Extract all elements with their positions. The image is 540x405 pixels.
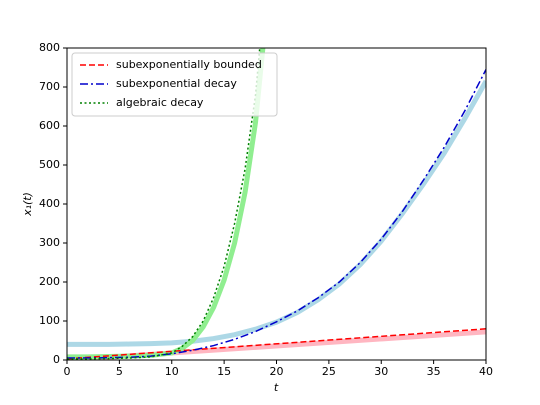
legend-box [71,52,278,117]
series-line [67,48,266,360]
x-tick-label: 30 [374,365,388,378]
x-tick-label: 15 [217,365,231,378]
series-line [67,328,486,360]
y-tick-label: 600 [39,119,60,132]
x-tick-label: 25 [322,365,336,378]
x-tick-label: 40 [479,365,493,378]
x-axis-label: t [274,381,279,394]
series-line [67,48,261,360]
axes-frame [66,47,487,361]
y-tick-label: 700 [39,80,60,93]
legend-label: subexponential decay [116,77,237,90]
y-axis-label: x₁(t) [21,192,34,217]
x-tick-label: 10 [165,365,179,378]
y-tick-label: 400 [39,197,60,210]
x-tick-label: 5 [116,365,123,378]
y-tick-label: 0 [53,353,60,366]
y-tick-label: 200 [39,275,60,288]
legend-label: subexponentially bounded [116,58,262,71]
x-tick-label: 20 [270,365,284,378]
y-tick-label: 800 [39,41,60,54]
y-tick-label: 100 [39,314,60,327]
x-tick-label: 35 [427,365,441,378]
x-tick-label: 0 [64,365,71,378]
y-tick-label: 500 [39,158,60,171]
legend-label: algebraic decay [116,96,204,109]
series-line [67,79,486,347]
plot-area [67,48,486,360]
series-line [67,69,486,359]
y-tick-label: 300 [39,236,60,249]
